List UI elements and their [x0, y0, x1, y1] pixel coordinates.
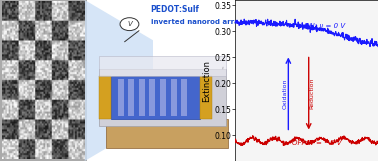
Text: Reduction: Reduction [310, 78, 314, 109]
FancyBboxPatch shape [99, 69, 226, 126]
FancyBboxPatch shape [99, 56, 226, 76]
Polygon shape [85, 0, 153, 161]
Text: inverted nanorod array: inverted nanorod array [150, 19, 243, 25]
Text: PEDOT:Sulf: PEDOT:Sulf [150, 5, 200, 14]
FancyBboxPatch shape [160, 79, 166, 116]
FancyBboxPatch shape [139, 79, 145, 116]
FancyBboxPatch shape [149, 79, 155, 116]
FancyBboxPatch shape [118, 79, 124, 116]
Y-axis label: Extinction: Extinction [202, 60, 211, 101]
Text: OFF: ν = −5 V: OFF: ν = −5 V [292, 140, 342, 147]
FancyBboxPatch shape [0, 0, 87, 161]
Text: V: V [127, 21, 132, 27]
FancyBboxPatch shape [181, 79, 187, 116]
Text: ON: ν = 0 V: ON: ν = 0 V [304, 23, 345, 28]
FancyBboxPatch shape [170, 79, 177, 116]
FancyBboxPatch shape [111, 76, 200, 119]
FancyBboxPatch shape [128, 79, 134, 116]
Circle shape [120, 18, 139, 31]
FancyBboxPatch shape [200, 76, 212, 119]
FancyBboxPatch shape [106, 119, 228, 148]
FancyBboxPatch shape [99, 76, 111, 119]
Text: Oxidation: Oxidation [283, 78, 288, 109]
